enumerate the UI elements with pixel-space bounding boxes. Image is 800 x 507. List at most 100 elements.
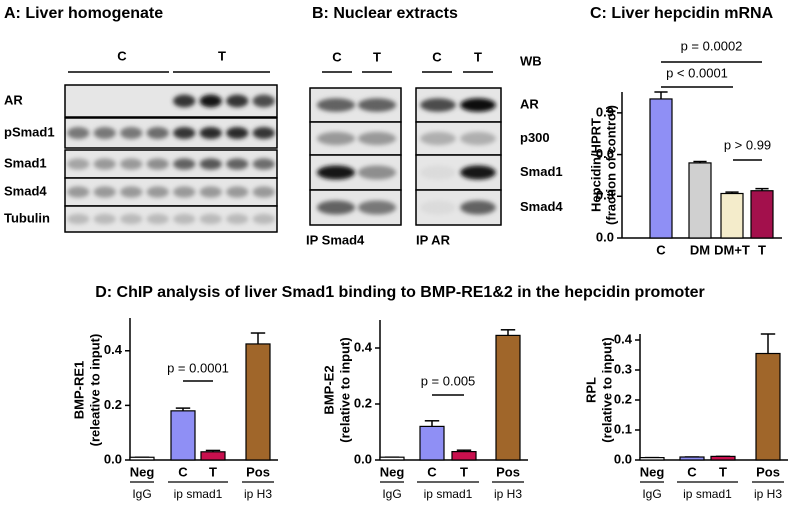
x-tick-label: T (758, 242, 766, 257)
y-axis-label: RPL (583, 377, 598, 403)
y-tick-label: 0.4 (104, 342, 123, 357)
blot-band (460, 98, 496, 112)
blot-band (146, 158, 169, 170)
annotation: p < 0.0001 (666, 65, 728, 80)
blot-band (316, 165, 356, 180)
row-label: pSmad1 (4, 124, 55, 139)
blot-band (199, 213, 222, 225)
blot-band (420, 98, 456, 112)
y-tick-label: 0.9 (596, 104, 614, 119)
blot-frame (64, 117, 278, 149)
group-label: IgG (132, 487, 151, 501)
blot-band (93, 127, 116, 139)
blot-band (460, 200, 496, 215)
bar (750, 190, 774, 239)
ip-label: IP Smad4 (306, 232, 365, 247)
row-label: AR (520, 96, 539, 111)
y-tick-label: 0.4 (354, 339, 373, 354)
blot-band (67, 127, 90, 139)
blot-band (199, 158, 222, 170)
bar (170, 410, 196, 461)
blot-band (252, 186, 275, 198)
blot-band (173, 127, 196, 139)
group-label: IgG (642, 487, 661, 501)
panel-title: A: Liver homogenate (4, 5, 163, 22)
blot-band (173, 213, 196, 225)
x-tick-label: Neg (640, 464, 665, 479)
row-label: p300 (520, 130, 550, 145)
blot-band (357, 165, 397, 180)
blot-band (93, 158, 116, 170)
blot-band (173, 158, 196, 170)
bar (495, 334, 521, 461)
group-label: ip H3 (494, 487, 522, 501)
y-tick-label: 0.0 (354, 451, 372, 466)
blot-band (93, 186, 116, 198)
bar (451, 451, 477, 461)
blot-band (120, 127, 143, 139)
bar (688, 162, 712, 239)
blot-band (199, 186, 222, 198)
bar (639, 457, 665, 461)
group-label: ip smad1 (424, 487, 473, 501)
y-tick-label: 0.4 (614, 331, 633, 346)
panel-title: B: Nuclear extracts (312, 5, 458, 22)
row-label: Smad1 (520, 164, 563, 179)
blot-band (252, 213, 275, 225)
bar (755, 352, 781, 461)
x-tick-label: Pos (496, 464, 520, 479)
condition-label: C (432, 49, 442, 64)
y-tick-label: 0.0 (614, 451, 632, 466)
condition-label: T (474, 49, 482, 64)
group-label: IgG (382, 487, 401, 501)
blot-band (120, 186, 143, 198)
blot-band (420, 131, 456, 146)
group-label: ip smad1 (683, 487, 732, 501)
x-tick-label: C (656, 242, 666, 257)
blot-band (460, 165, 496, 180)
x-tick-label: T (209, 464, 217, 479)
y-tick-label: 0.3 (596, 188, 614, 203)
blot-band (146, 186, 169, 198)
blot-band (173, 186, 196, 198)
annotation: p = 0.0001 (167, 360, 229, 375)
x-tick-label: C (178, 464, 188, 479)
blot-band (67, 186, 90, 198)
bar (419, 425, 445, 461)
blot-band (226, 186, 249, 198)
blot-band (252, 94, 275, 108)
bar (679, 456, 705, 461)
row-label: AR (4, 92, 23, 107)
y-axis-label: (relative to input) (337, 337, 352, 442)
blot-band (67, 213, 90, 225)
condition-label: C (332, 49, 342, 64)
blot-band (120, 158, 143, 170)
row-label: Smad1 (4, 155, 47, 170)
x-tick-label: T (719, 464, 727, 479)
y-tick-label: 0.2 (354, 395, 372, 410)
x-tick-label: C (687, 464, 697, 479)
blot-frame (415, 189, 502, 226)
bar (379, 456, 405, 461)
blot-band (226, 213, 249, 225)
annotation: p > 0.99 (724, 137, 771, 152)
blot-frame (64, 205, 278, 233)
panel-title: D: ChIP analysis of liver Smad1 binding … (95, 284, 705, 301)
y-axis-label: Hepcidin/HPRT (588, 118, 603, 212)
x-tick-label: DM (690, 242, 710, 257)
annotation: p = 0.0002 (681, 38, 743, 53)
y-tick-label: 0.1 (614, 421, 632, 436)
y-tick-label: 0.0 (104, 451, 122, 466)
y-axis-label: (relative to input) (599, 337, 614, 442)
x-tick-label: Neg (380, 464, 405, 479)
blot-band (252, 158, 275, 170)
y-tick-label: 0.6 (596, 146, 614, 161)
chart-title: C: Liver hepcidin mRNA (590, 5, 774, 22)
y-axis-label: (releative to input) (87, 334, 102, 447)
blot-band (226, 94, 249, 108)
blot-frame (64, 84, 278, 118)
group-label: ip H3 (754, 487, 782, 501)
blot-band (316, 131, 356, 146)
condition-label: T (373, 49, 381, 64)
